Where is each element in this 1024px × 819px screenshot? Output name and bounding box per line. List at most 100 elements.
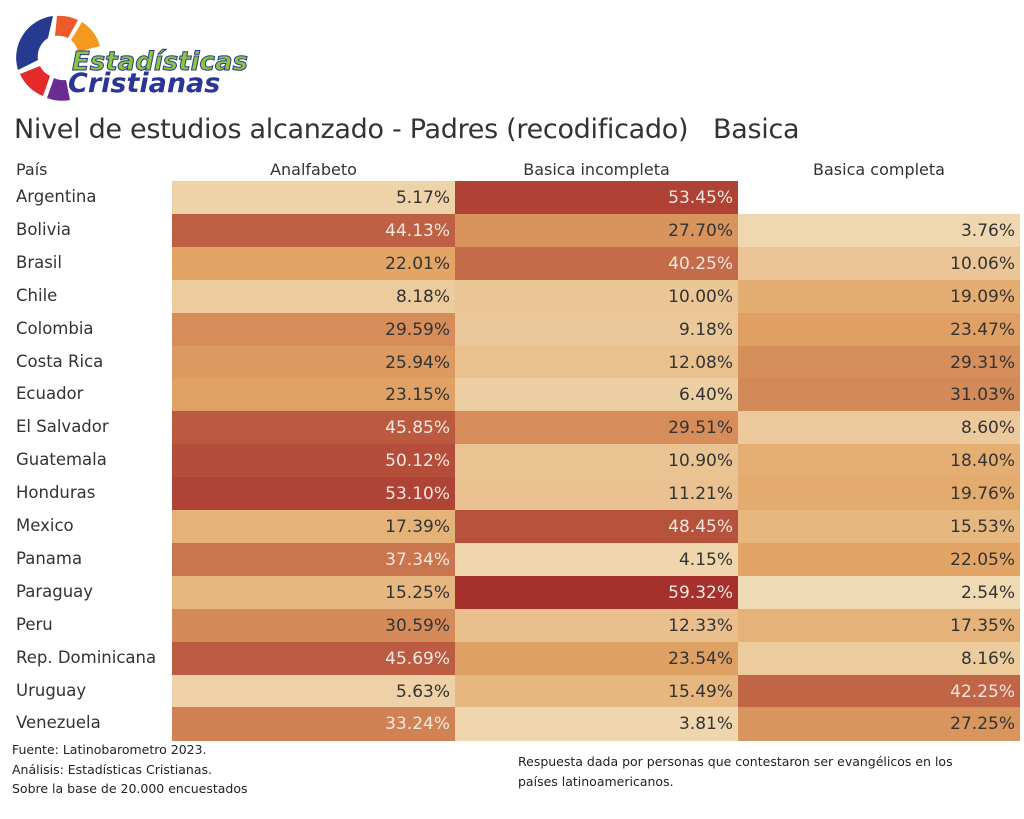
heatmap-cell: 3.81% <box>455 707 738 741</box>
footer-source: Fuente: Latinobarometro 2023. Análisis: … <box>12 740 248 799</box>
country-label: Ecuador <box>16 384 84 404</box>
footer-note: Respuesta dada por personas que contesta… <box>518 752 953 791</box>
footer-line: países latinoamericanos. <box>518 773 674 789</box>
heatmap-cell: 15.25% <box>172 575 455 610</box>
table-row: Uruguay 5.63% 15.49% 42.25% <box>10 674 1020 708</box>
heatmap-cell: 33.24% <box>172 707 455 741</box>
heatmap-cell: 9.18% <box>455 312 738 346</box>
heatmap-cell: 53.45% <box>455 181 738 215</box>
table-row: Costa Rica 25.94% 12.08% 29.31% <box>10 345 1020 379</box>
heatmap-cell: 50.12% <box>172 444 455 478</box>
country-label: Colombia <box>16 318 94 338</box>
heatmap-cell: 40.25% <box>455 246 738 281</box>
heatmap-cell: 5.17% <box>172 181 455 215</box>
heatmap-cell: 31.03% <box>738 378 1020 412</box>
table-row: Bolivia 44.13% 27.70% 3.76% <box>10 213 1020 248</box>
country-label: Peru <box>16 614 53 634</box>
heatmap-cell: 19.09% <box>738 279 1020 314</box>
heatmap-cell: 29.51% <box>455 411 738 445</box>
country-label: Rep. Dominicana <box>16 647 157 667</box>
heatmap-cell: 12.33% <box>455 608 738 643</box>
heatmap-cell: 15.49% <box>455 674 738 708</box>
country-label: Costa Rica <box>16 351 104 371</box>
estadisticas-cristianas-logo: Estadísticas Cristianas <box>16 15 248 101</box>
column-header: Analfabeto <box>270 160 357 179</box>
heatmap-cell: 8.16% <box>738 641 1020 675</box>
heatmap-cell: 10.00% <box>455 279 738 314</box>
heatmap-cell: 8.60% <box>738 411 1020 445</box>
heatmap-cell: 29.31% <box>738 345 1020 379</box>
heatmap-cell: 30.59% <box>172 608 455 643</box>
country-label: Brasil <box>16 252 62 272</box>
heatmap-cell: 17.39% <box>172 510 455 544</box>
footer-line: Fuente: Latinobarometro 2023. <box>12 742 207 757</box>
country-label: Paraguay <box>16 581 94 601</box>
heatmap-cell: 27.25% <box>738 707 1020 741</box>
footer-line: Respuesta dada por personas que contesta… <box>518 754 953 769</box>
heatmap-cell: 25.94% <box>172 345 455 379</box>
heatmap-cell: 29.59% <box>172 312 455 346</box>
table-row: Honduras 53.10% 11.21% 19.76% <box>10 477 1020 511</box>
country-label: Uruguay <box>16 680 87 700</box>
heatmap-cell: 48.45% <box>455 510 738 544</box>
table-row: Venezuela 33.24% 3.81% 27.25% <box>10 707 1020 741</box>
country-label: Honduras <box>16 483 96 503</box>
heatmap-cell: 17.35% <box>738 608 1020 643</box>
heatmap-cell: 23.47% <box>738 312 1020 346</box>
heatmap-cell: 5.63% <box>172 674 455 708</box>
heatmap-cell: 18.40% <box>738 444 1020 478</box>
heatmap-cell: 44.13% <box>172 213 455 248</box>
heatmap-cell: 15.53% <box>738 510 1020 544</box>
table-row: Chile 8.18% 10.00% 19.09% <box>10 279 1020 314</box>
country-label: Bolivia <box>16 219 72 239</box>
heatmap-cell: 12.08% <box>455 345 738 379</box>
country-label: Argentina <box>16 187 97 206</box>
heatmap-cell: 4.15% <box>455 542 738 577</box>
heatmap-cell: 53.10% <box>172 477 455 511</box>
heatmap-cell: 8.18% <box>172 279 455 314</box>
country-label: Mexico <box>16 516 74 535</box>
table-row: Mexico 17.39% 48.45% 15.53% <box>10 510 1020 544</box>
heatmap-cell: 6.40% <box>455 378 738 412</box>
table-row: Argentina 5.17% 53.45% <box>10 181 1020 215</box>
country-label: Guatemala <box>16 450 107 470</box>
country-label: Chile <box>16 285 58 305</box>
country-label: El Salvador <box>16 417 109 437</box>
heatmap-cell: 3.76% <box>738 213 1020 248</box>
table-row: Brasil 22.01% 40.25% 10.06% <box>10 246 1020 281</box>
footer-line: Análisis: Estadísticas Cristianas. <box>12 761 212 777</box>
heatmap-cell: 37.34% <box>172 542 455 577</box>
heatmap-cell: 45.69% <box>172 641 455 675</box>
heatmap-cell: 23.54% <box>455 641 738 675</box>
column-header: Basica incompleta <box>523 160 670 179</box>
table-row: Paraguay 15.25% 59.32% 2.54% <box>10 575 1020 610</box>
heatmap-cell: 2.54% <box>738 575 1020 610</box>
heatmap-cell: 19.76% <box>738 477 1020 511</box>
heatmap-cell: 10.06% <box>738 246 1020 281</box>
heatmap-cell: 45.85% <box>172 411 455 445</box>
table-row: Colombia 29.59% 9.18% 23.47% <box>10 312 1020 346</box>
table-row: Peru 30.59% 12.33% 17.35% <box>10 608 1020 643</box>
table-row: Panama 37.34% 4.15% 22.05% <box>10 542 1020 577</box>
table-row: Guatemala 50.12% 10.90% 18.40% <box>10 444 1020 478</box>
heatmap-cell: 10.90% <box>455 444 738 478</box>
heatmap-cell: 59.32% <box>455 575 738 610</box>
row-header-label: País <box>16 160 48 179</box>
heatmap-cell: 23.15% <box>172 378 455 412</box>
country-label: Venezuela <box>16 713 101 733</box>
chart-title: Nivel de estudios alcanzado - Padres (re… <box>14 114 800 145</box>
svg-text:Cristianas: Cristianas <box>68 68 220 99</box>
heatmap-cell: 42.25% <box>738 674 1020 708</box>
heatmap-cell: 22.05% <box>738 542 1020 577</box>
table-row: Rep. Dominicana 45.69% 23.54% 8.16% <box>10 641 1020 675</box>
svg-text:Estadísticas: Estadísticas <box>72 47 248 77</box>
column-header: Basica completa <box>813 160 945 179</box>
footer-line: Sobre la base de 20.000 encuestados <box>12 781 248 796</box>
heatmap-cell: 11.21% <box>455 477 738 511</box>
heatmap-cell: 22.01% <box>172 246 455 281</box>
country-label: Panama <box>16 548 83 568</box>
heatmap-cell: 27.70% <box>455 213 738 248</box>
table-row: Ecuador 23.15% 6.40% 31.03% <box>10 378 1020 412</box>
table-row: El Salvador 45.85% 29.51% 8.60% <box>10 411 1020 445</box>
